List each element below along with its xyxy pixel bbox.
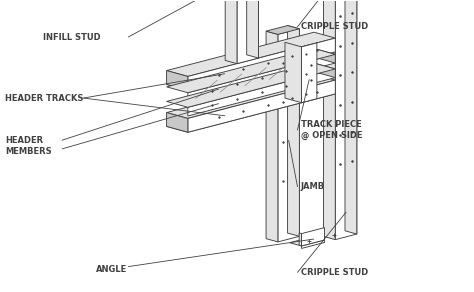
Text: CRIPPLE STUD: CRIPPLE STUD [301, 22, 368, 31]
Polygon shape [299, 233, 301, 246]
Polygon shape [278, 29, 300, 242]
Text: ANGLE: ANGLE [96, 265, 128, 274]
Text: CRIPPLE STUD: CRIPPLE STUD [301, 268, 368, 277]
Text: JAMB: JAMB [301, 182, 325, 191]
Text: HEADER
MEMBERS: HEADER MEMBERS [5, 136, 52, 156]
Polygon shape [188, 38, 335, 90]
Polygon shape [188, 54, 335, 101]
Polygon shape [290, 237, 325, 246]
Polygon shape [188, 69, 335, 116]
Text: TRACK PIECE
@ OPEN SIDE: TRACK PIECE @ OPEN SIDE [301, 120, 362, 140]
Polygon shape [166, 46, 335, 90]
Polygon shape [301, 228, 325, 246]
Polygon shape [285, 42, 301, 103]
Polygon shape [246, 0, 258, 58]
Polygon shape [225, 0, 237, 64]
Polygon shape [166, 32, 335, 77]
Polygon shape [288, 25, 300, 236]
Polygon shape [266, 25, 300, 34]
Polygon shape [345, 0, 357, 234]
Polygon shape [166, 88, 335, 132]
Polygon shape [323, 0, 335, 240]
Polygon shape [166, 48, 335, 93]
Polygon shape [188, 80, 335, 132]
Polygon shape [335, 0, 357, 240]
Polygon shape [314, 63, 335, 78]
Polygon shape [166, 74, 335, 119]
Polygon shape [166, 63, 335, 107]
Polygon shape [166, 112, 188, 132]
Polygon shape [301, 43, 317, 103]
Polygon shape [166, 71, 188, 90]
Text: INFILL STUD: INFILL STUD [43, 32, 101, 41]
Text: HEADER TRACKS: HEADER TRACKS [5, 93, 84, 102]
Polygon shape [301, 240, 325, 248]
Polygon shape [314, 48, 335, 63]
Polygon shape [237, 0, 258, 64]
Polygon shape [266, 31, 278, 242]
